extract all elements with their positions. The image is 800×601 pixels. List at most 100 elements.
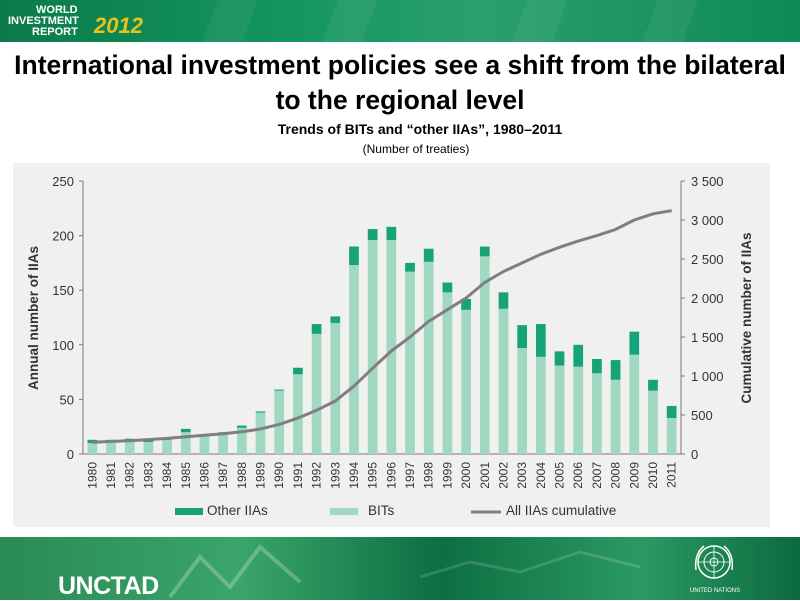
bar-bits-1984	[162, 439, 172, 454]
y-tick-label: 200	[52, 229, 74, 244]
bar-other-iias-2005	[554, 351, 565, 366]
bar-other-iias-2000	[461, 298, 471, 310]
bar-bits-2001	[479, 256, 490, 454]
bar-bits-1986	[199, 436, 210, 454]
bar-other-iias-1996	[386, 226, 397, 240]
x-tick-label: 1982	[123, 462, 137, 489]
x-tick-label: 1980	[85, 462, 99, 489]
y-axis-title: Annual number of IIAs	[26, 246, 41, 390]
y2-tick-label: 2 000	[691, 291, 724, 306]
x-tick-label: 1983	[141, 462, 155, 489]
legend-label-bits: BITs	[368, 503, 395, 518]
top-banner: WORLD INVESTMENT REPORT 2012	[0, 0, 800, 42]
x-tick-label: 1990	[272, 462, 286, 489]
x-tick-label: 1984	[160, 462, 174, 489]
y2-axis-title: Cumulative number of IIAs	[739, 232, 754, 403]
y-tick-label: 150	[52, 283, 74, 298]
banner-stripe	[642, 0, 698, 42]
bar-bits-1987	[218, 433, 229, 454]
bar-bits-2004	[535, 356, 546, 454]
bar-bits-1982	[124, 440, 135, 454]
x-tick-label: 1988	[235, 462, 249, 489]
x-tick-label: 2003	[515, 462, 529, 489]
x-tick-label: 1994	[347, 462, 361, 489]
logo-line-world: WORLD	[36, 4, 78, 16]
x-tick-label: 2000	[459, 462, 473, 489]
y-tick-label: 0	[67, 447, 74, 462]
bar-bits-1991	[293, 374, 303, 454]
x-tick-label: 1995	[366, 462, 380, 489]
bar-other-iias-2003	[517, 325, 528, 349]
bar-other-iias-2006	[573, 344, 584, 367]
y2-tick-label: 2 500	[691, 252, 724, 267]
x-tick-label: 1987	[216, 462, 230, 489]
bar-bits-2005	[554, 365, 565, 454]
bar-bits-1980	[87, 443, 98, 454]
banner-decoration	[168, 544, 641, 599]
y2-tick-label: 500	[691, 408, 713, 423]
x-tick-label: 2006	[571, 462, 585, 489]
bar-bits-1994	[349, 265, 359, 454]
bar-other-iias-1985	[180, 428, 191, 433]
bar-bits-1999	[442, 292, 453, 454]
banner-stripe	[512, 0, 568, 42]
bar-bits-1993	[330, 322, 341, 454]
y2-tick-label: 1 000	[691, 369, 724, 384]
x-tick-label: 1998	[422, 462, 436, 489]
un-emblem-icon	[694, 545, 734, 579]
bar-bits-2010	[648, 390, 658, 454]
bar-other-iias-1995	[367, 229, 378, 240]
x-tick-label: 1986	[197, 462, 211, 489]
x-tick-label: 1989	[254, 462, 268, 489]
banner-stripe	[322, 0, 378, 42]
x-tick-label: 1993	[328, 462, 342, 489]
x-tick-label: 1981	[104, 462, 118, 489]
legend-label-cumulative: All IIAs cumulative	[506, 503, 616, 518]
y2-tick-label: 3 000	[691, 213, 724, 228]
bar-other-iias-2002	[498, 292, 509, 309]
y2-tick-label: 1 500	[691, 330, 724, 345]
bar-bits-1988	[236, 427, 247, 454]
bottom-banner	[0, 537, 800, 600]
x-tick-label: 1991	[291, 462, 305, 489]
logo-line-report: REPORT	[32, 26, 78, 38]
x-tick-label: 2001	[478, 462, 492, 489]
bar-other-iias-1999	[442, 282, 453, 293]
chart-title: Trends of BITs and “other IIAs”, 1980–20…	[277, 121, 563, 137]
bar-bits-2008	[610, 379, 621, 454]
bar-other-iias-2011	[666, 405, 677, 418]
slide-title: International investment policies see a …	[14, 50, 786, 115]
bar-bits-1983	[143, 441, 154, 454]
x-tick-label: 1999	[440, 462, 454, 489]
x-tick-label: 2009	[627, 462, 641, 489]
bar-other-iias-2009	[629, 331, 640, 355]
bar-bits-1998	[423, 261, 434, 454]
logo-line-investment: INVESTMENT	[8, 15, 79, 27]
chart-panel: 0 50 100 150 200 250 0 500 1 000 1 500 2 000 2 500 3…	[13, 163, 770, 527]
bar-bits-2006	[573, 366, 584, 454]
y-tick-label: 50	[60, 392, 74, 407]
bar-bits-1995	[367, 239, 378, 454]
bar-other-iias-1988	[236, 425, 247, 428]
x-tick-label: 1985	[179, 462, 193, 489]
bar-bits-2009	[629, 354, 640, 454]
bar-other-iias-1990	[274, 389, 285, 391]
bar-bits-1992	[311, 333, 322, 454]
un-label: UNITED NATIONS	[689, 588, 741, 594]
logo-year: 2012	[94, 13, 143, 38]
bar-other-iias-1994	[349, 246, 359, 266]
bar-bits-2011	[666, 417, 677, 454]
bar-other-iias-1989	[255, 411, 266, 413]
bar-other-iias-2004	[535, 324, 546, 357]
bar-other-iias-2007	[592, 358, 602, 374]
bar-bits-1997	[405, 271, 415, 454]
bar-bits-1990	[274, 390, 285, 454]
x-tick-label: 2011	[665, 462, 679, 488]
x-tick-label: 1992	[310, 462, 324, 489]
x-tick-label: 2007	[590, 462, 604, 489]
bar-other-iias-1993	[330, 316, 341, 323]
x-tick-label: 2005	[553, 462, 567, 489]
bar-other-iias-1997	[405, 262, 415, 272]
bar-other-iias-1992	[311, 324, 322, 334]
legend-swatch-other-iias	[175, 508, 203, 515]
